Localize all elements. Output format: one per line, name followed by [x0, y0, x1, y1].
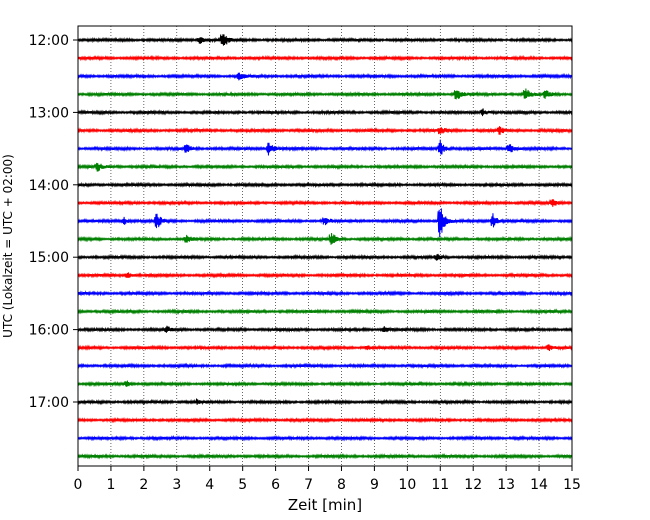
x-axis-label: Zeit [min]: [288, 496, 362, 514]
x-tick-label-11: 11: [431, 477, 449, 493]
trace-20: [77, 398, 573, 406]
trace-4: [77, 108, 573, 117]
trace-21: [77, 416, 573, 424]
trace-9: [77, 199, 573, 207]
trace-19: [77, 380, 573, 388]
seismic-traces: [77, 34, 573, 460]
x-tick-label-14: 14: [530, 477, 548, 493]
trace-10: [77, 208, 573, 238]
x-tick-label-3: 3: [172, 477, 181, 493]
y-tick-label-3: 15:00: [29, 250, 69, 266]
plot-frame: [77, 25, 573, 467]
x-tick-label-5: 5: [238, 477, 247, 493]
x-tick-label-4: 4: [205, 477, 214, 493]
x-tick-label-10: 10: [398, 477, 416, 493]
x-axis-ticks: 0 1 2 3 4 5 6 7 8 9 10 11 12 13 14 15: [74, 466, 581, 493]
x-tick-label-2: 2: [139, 477, 148, 493]
y-tick-label-5: 17:00: [29, 395, 69, 411]
trace-22: [77, 434, 573, 442]
trace-1: [77, 54, 573, 62]
y-tick-label-1: 13:00: [29, 105, 69, 121]
x-tick-label-9: 9: [370, 477, 379, 493]
trace-2: [77, 72, 573, 81]
y-axis-ticks: 12:00 13:00 14:00 15:00 16:00 17:00: [29, 33, 78, 411]
trace-6: [77, 139, 573, 156]
y-tick-label-2: 14:00: [29, 178, 69, 194]
x-tick-label-12: 12: [464, 477, 482, 493]
trace-8: [77, 181, 573, 189]
trace-23: [77, 452, 573, 460]
x-tick-label-13: 13: [497, 477, 515, 493]
trace-12: [77, 253, 573, 261]
vertical-gridlines: [110, 26, 540, 466]
y-tick-label-4: 16:00: [29, 323, 69, 339]
trace-13: [77, 272, 573, 279]
y-axis-label: UTC (Lokalzeit = UTC + 02:00): [1, 154, 15, 338]
x-tick-label-6: 6: [271, 477, 280, 493]
x-tick-label-7: 7: [304, 477, 313, 493]
trace-7: [77, 162, 573, 172]
trace-14: [77, 290, 573, 297]
trace-16: [77, 325, 573, 333]
y-tick-label-0: 12:00: [29, 33, 69, 49]
trace-0: [77, 34, 573, 46]
trace-18: [77, 362, 573, 370]
trace-11: [77, 232, 573, 245]
x-tick-label-1: 1: [106, 477, 115, 493]
trace-5: [77, 126, 573, 135]
trace-3: [77, 88, 573, 100]
x-tick-label-0: 0: [74, 477, 83, 493]
trace-17: [77, 344, 573, 352]
x-tick-label-8: 8: [337, 477, 346, 493]
x-tick-label-15: 15: [563, 477, 581, 493]
trace-15: [77, 308, 573, 315]
